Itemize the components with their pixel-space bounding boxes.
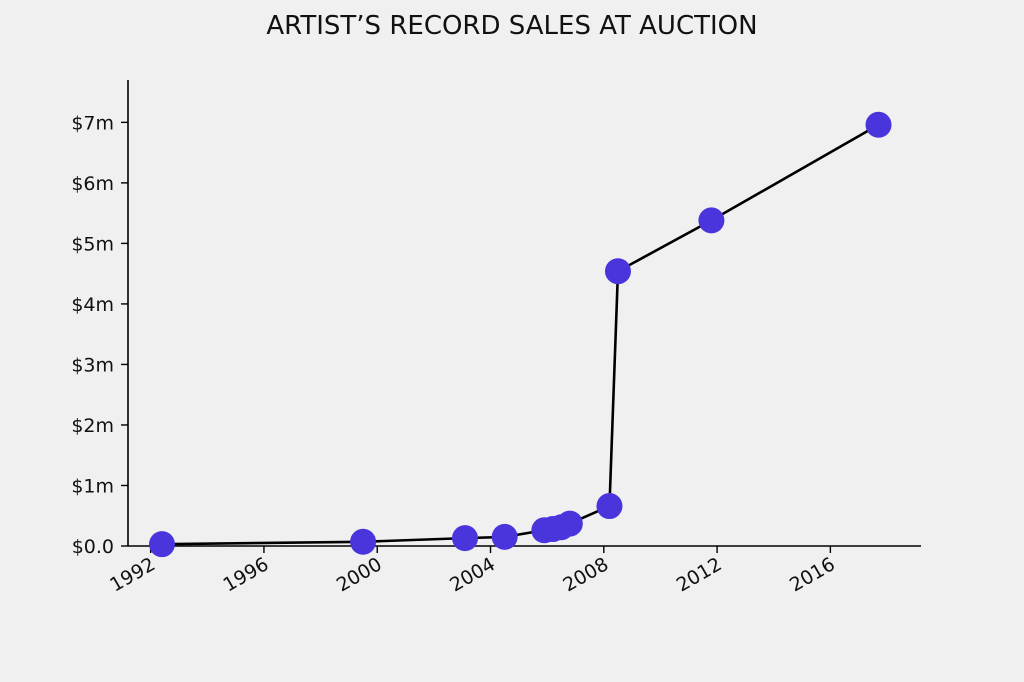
x-tick-label: 2008 [559, 553, 612, 596]
x-tick-label: 2012 [673, 553, 726, 596]
y-tick-label: $3m [71, 354, 114, 376]
data-point [350, 528, 377, 555]
x-tick-label: 2016 [786, 553, 839, 596]
series-line [161, 123, 880, 546]
chart-title: ARTIST’S RECORD SALES AT AUCTION [266, 11, 758, 41]
y-tick-label: $7m [71, 112, 114, 134]
data-point [604, 258, 631, 285]
data-point [556, 510, 583, 537]
data-point [698, 207, 725, 234]
x-tick-label: 2000 [333, 553, 386, 596]
data-point [452, 525, 479, 552]
y-tick-label: $0.0 [72, 536, 114, 558]
data-point [596, 493, 623, 520]
x-tick-label: 2004 [446, 553, 499, 596]
y-tick-label: $5m [71, 233, 114, 255]
y-tick-label: $6m [71, 173, 114, 195]
data-point [865, 111, 892, 138]
x-tick-label: 1996 [220, 553, 273, 596]
y-tick-label: $4m [71, 294, 114, 316]
data-point [491, 523, 518, 550]
y-tick-label: $1m [71, 475, 114, 497]
x-tick-label: 1992 [106, 553, 159, 596]
data-point [148, 531, 175, 558]
y-tick-label: $2m [71, 415, 114, 437]
